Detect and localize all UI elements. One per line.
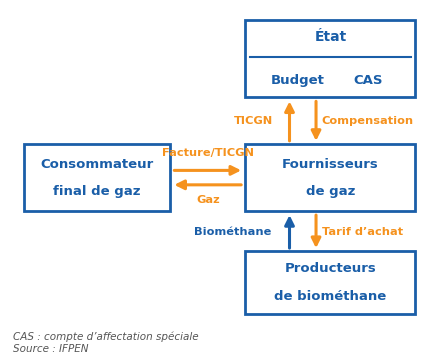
Bar — [245, 20, 415, 97]
Text: Budget: Budget — [271, 74, 324, 87]
Text: Fournisseurs: Fournisseurs — [282, 157, 379, 171]
Bar — [245, 251, 415, 314]
Text: État: État — [314, 30, 347, 44]
Text: Producteurs: Producteurs — [285, 262, 376, 275]
Text: Tarif d’achat: Tarif d’achat — [322, 227, 403, 237]
Bar — [245, 144, 415, 211]
Text: Consommateur: Consommateur — [41, 157, 154, 171]
Text: CAS: CAS — [353, 74, 383, 87]
Bar — [24, 144, 170, 211]
Text: CAS : compte d’affectation spéciale: CAS : compte d’affectation spéciale — [13, 331, 199, 342]
Text: Compensation: Compensation — [322, 116, 414, 126]
Text: Biométhane: Biométhane — [194, 227, 272, 237]
Text: de gaz: de gaz — [306, 185, 355, 198]
Text: final de gaz: final de gaz — [53, 185, 141, 198]
Text: Source : IFPEN: Source : IFPEN — [13, 344, 89, 355]
Text: de biométhane: de biométhane — [274, 290, 386, 303]
Text: Gaz: Gaz — [196, 195, 220, 205]
Text: Facture/TICGN: Facture/TICGN — [162, 148, 254, 158]
Text: TICGN: TICGN — [233, 116, 273, 126]
